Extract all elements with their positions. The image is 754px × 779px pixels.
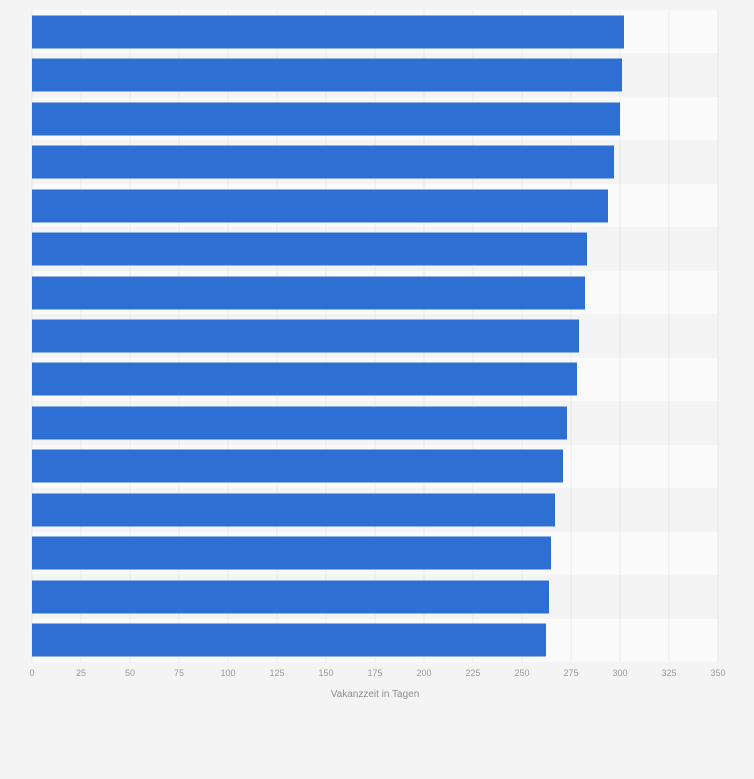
bar-row: [32, 270, 718, 315]
x-tick-label: 50: [124, 668, 136, 678]
bar-row: [32, 575, 718, 618]
bar[interactable]: [32, 623, 546, 657]
x-tick-label: 175: [367, 668, 383, 678]
bar-row: [32, 96, 718, 141]
bar[interactable]: [32, 102, 620, 136]
bar[interactable]: [32, 232, 587, 266]
bar-row: [32, 488, 718, 531]
x-tick-label: 150: [318, 668, 334, 678]
bar[interactable]: [32, 362, 577, 396]
x-tick-label: 350: [710, 668, 726, 678]
bar-rows: [32, 10, 718, 663]
x-tick-label: 275: [563, 668, 579, 678]
bar-row: [32, 357, 718, 402]
x-tick-label: 75: [173, 668, 185, 678]
bar-row: [32, 183, 718, 228]
bar-row: [32, 227, 718, 270]
bar-row: [32, 140, 718, 183]
x-tick-label: 250: [514, 668, 530, 678]
x-tick-label: 200: [416, 668, 432, 678]
bar[interactable]: [32, 15, 624, 49]
bar[interactable]: [32, 449, 564, 483]
x-tick-label: 0: [29, 668, 35, 678]
x-axis: 0 25 50 75 100 125 150 175 200 225 250 275 300 325 350: [29, 668, 725, 682]
bar-row: [32, 531, 718, 576]
bar[interactable]: [32, 58, 622, 92]
bar[interactable]: [32, 319, 579, 353]
bar[interactable]: [32, 276, 585, 310]
bar-row: [32, 618, 718, 663]
bar-row: [32, 53, 718, 96]
bar-row: [32, 314, 718, 357]
x-tick-label: 325: [661, 668, 677, 678]
x-tick-label: 225: [465, 668, 481, 678]
bar-row: [32, 401, 718, 444]
bar[interactable]: [32, 580, 550, 614]
plot-area: [31, 10, 719, 663]
bar[interactable]: [32, 536, 552, 570]
bar-row: [32, 10, 718, 54]
x-tick-label: 25: [75, 668, 87, 678]
bar-row: [32, 444, 718, 489]
bar[interactable]: [32, 493, 556, 527]
bar[interactable]: [32, 406, 568, 440]
x-tick-label: 300: [612, 668, 628, 678]
bar[interactable]: [32, 145, 615, 179]
bar[interactable]: [32, 189, 609, 223]
x-tick-label: 125: [269, 668, 285, 678]
x-axis-title: Vakanzzeit in Tagen: [330, 689, 420, 700]
x-tick-label: 100: [220, 668, 236, 678]
